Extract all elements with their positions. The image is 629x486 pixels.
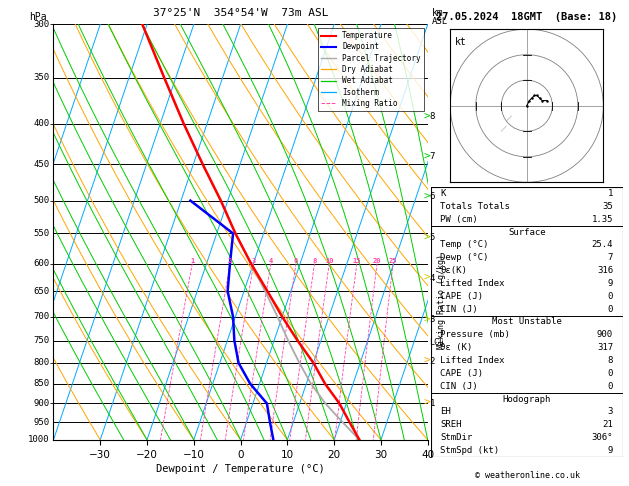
Text: 700: 700	[33, 312, 50, 321]
Text: >: >	[423, 314, 430, 325]
Text: 600: 600	[33, 259, 50, 268]
Text: 8: 8	[608, 356, 613, 365]
Text: 3: 3	[252, 258, 256, 263]
Text: © weatheronline.co.uk: © weatheronline.co.uk	[475, 471, 579, 480]
Text: 5: 5	[430, 233, 435, 242]
Text: 20: 20	[373, 258, 381, 263]
Text: >: >	[423, 112, 430, 122]
Text: CIN (J): CIN (J)	[440, 305, 478, 313]
Text: StmSpd (kt): StmSpd (kt)	[440, 446, 499, 455]
Text: 1: 1	[430, 399, 435, 408]
Text: 9: 9	[608, 446, 613, 455]
Text: Lifted Index: Lifted Index	[440, 356, 505, 365]
Text: 1.35: 1.35	[592, 215, 613, 224]
Text: 15: 15	[353, 258, 361, 263]
Text: 6: 6	[294, 258, 298, 263]
Text: Most Unstable: Most Unstable	[492, 317, 562, 327]
Text: 1000: 1000	[28, 435, 50, 444]
Text: θε(K): θε(K)	[440, 266, 467, 275]
Text: >: >	[423, 398, 430, 408]
Legend: Temperature, Dewpoint, Parcel Trajectory, Dry Adiabat, Wet Adiabat, Isotherm, Mi: Temperature, Dewpoint, Parcel Trajectory…	[318, 28, 424, 111]
Text: 2: 2	[430, 357, 435, 365]
Text: 1: 1	[190, 258, 194, 263]
Text: 3: 3	[608, 407, 613, 417]
Text: 900: 900	[33, 399, 50, 408]
Text: 900: 900	[597, 330, 613, 339]
Text: >: >	[423, 152, 430, 161]
Text: CAPE (J): CAPE (J)	[440, 369, 484, 378]
Text: Surface: Surface	[508, 227, 545, 237]
Text: 950: 950	[33, 417, 50, 427]
Text: Temp (°C): Temp (°C)	[440, 241, 489, 249]
Text: θε (K): θε (K)	[440, 343, 473, 352]
Text: 3: 3	[430, 315, 435, 324]
Text: 4: 4	[430, 274, 435, 283]
Text: Pressure (mb): Pressure (mb)	[440, 330, 510, 339]
Text: Totals Totals: Totals Totals	[440, 202, 510, 211]
Text: 37°25'N  354°54'W  73m ASL: 37°25'N 354°54'W 73m ASL	[153, 8, 328, 18]
Text: 317: 317	[597, 343, 613, 352]
X-axis label: Dewpoint / Temperature (°C): Dewpoint / Temperature (°C)	[156, 464, 325, 474]
Text: >: >	[423, 273, 430, 283]
Text: 0: 0	[608, 382, 613, 391]
Text: PW (cm): PW (cm)	[440, 215, 478, 224]
Text: >: >	[423, 191, 430, 201]
Text: SREH: SREH	[440, 420, 462, 429]
Text: 2: 2	[228, 258, 232, 263]
Text: Hodograph: Hodograph	[503, 395, 551, 403]
Text: 550: 550	[33, 229, 50, 238]
Text: 0: 0	[608, 369, 613, 378]
Text: 650: 650	[33, 287, 50, 295]
Text: 750: 750	[33, 336, 50, 345]
Text: ASL: ASL	[431, 17, 448, 26]
Text: 316: 316	[597, 266, 613, 275]
Text: 9: 9	[608, 279, 613, 288]
Text: 0: 0	[608, 292, 613, 301]
Text: >: >	[423, 232, 430, 242]
Text: Mixing Ratio (g/kg): Mixing Ratio (g/kg)	[437, 254, 446, 349]
Text: 400: 400	[33, 119, 50, 128]
Text: km: km	[431, 8, 443, 18]
Text: EH: EH	[440, 407, 451, 417]
Text: hPa: hPa	[29, 12, 47, 22]
Text: 7: 7	[608, 253, 613, 262]
Text: 1: 1	[608, 189, 613, 198]
Text: K: K	[440, 189, 446, 198]
Text: 7: 7	[430, 152, 435, 161]
Text: StmDir: StmDir	[440, 433, 473, 442]
Text: 850: 850	[33, 379, 50, 388]
Text: 25: 25	[389, 258, 398, 263]
Text: 27.05.2024  18GMT  (Base: 18): 27.05.2024 18GMT (Base: 18)	[437, 12, 618, 22]
Text: 450: 450	[33, 160, 50, 169]
Text: 25.4: 25.4	[592, 241, 613, 249]
Text: 0: 0	[608, 305, 613, 313]
Text: 4: 4	[269, 258, 273, 263]
Text: 35: 35	[603, 202, 613, 211]
Text: LCL: LCL	[430, 338, 445, 347]
Text: 300: 300	[33, 20, 50, 29]
Text: 350: 350	[33, 73, 50, 82]
Text: kt: kt	[455, 37, 467, 47]
Text: 306°: 306°	[592, 433, 613, 442]
Text: 800: 800	[33, 358, 50, 367]
Text: CAPE (J): CAPE (J)	[440, 292, 484, 301]
Text: 500: 500	[33, 196, 50, 205]
Text: >: >	[423, 356, 430, 366]
Text: 8: 8	[313, 258, 316, 263]
Text: Lifted Index: Lifted Index	[440, 279, 505, 288]
Text: 8: 8	[430, 112, 435, 121]
Text: Dewp (°C): Dewp (°C)	[440, 253, 489, 262]
Text: 21: 21	[603, 420, 613, 429]
Text: 10: 10	[325, 258, 333, 263]
Text: CIN (J): CIN (J)	[440, 382, 478, 391]
Text: 6: 6	[430, 192, 435, 201]
